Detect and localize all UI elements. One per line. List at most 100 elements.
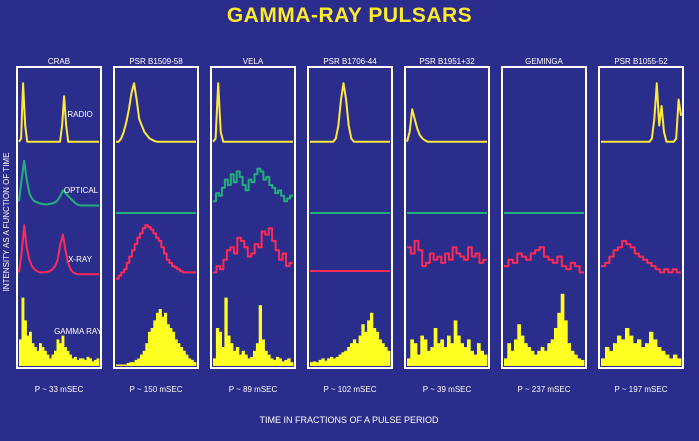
gamma-bar-psr-b1706-44 xyxy=(315,362,319,366)
gamma-bar-psr-b1509-58 xyxy=(185,354,189,366)
gamma-bar-psr-b1509-58 xyxy=(158,309,162,366)
gamma-bar-psr-b1509-58 xyxy=(174,339,178,366)
gamma-bar-crab xyxy=(84,359,87,366)
period-label-psr-b1951-32: P ~ 39 mSEC xyxy=(423,385,472,394)
gamma-bar-psr-b1951-32 xyxy=(457,335,461,366)
gamma-bar-psr-b1055-52 xyxy=(641,347,646,366)
radio-profile-psr-b1055-52 xyxy=(601,82,682,143)
gamma-bar-psr-b1509-58 xyxy=(116,364,120,366)
gamma-bar-vela xyxy=(215,328,220,366)
gamma-bar-vela xyxy=(238,354,242,366)
gamma-bar-psr-b1509-58 xyxy=(145,343,149,366)
pulsar-name-geminga: GEMINGA xyxy=(525,57,563,66)
gamma-bar-psr-b1055-52 xyxy=(649,331,654,366)
optical-profile-crab xyxy=(18,159,99,207)
gamma-bar-psr-b1509-58 xyxy=(169,328,173,366)
pulsar-name-psr-b1706-44: PSR B1706-44 xyxy=(323,57,377,66)
gamma-bar-psr-b1509-58 xyxy=(137,358,141,366)
gamma-bar-psr-b1951-32 xyxy=(420,335,424,366)
gamma-bar-vela xyxy=(221,347,225,366)
gamma-bar-psr-b1509-58 xyxy=(121,364,125,366)
gamma-bar-geminga xyxy=(560,293,565,366)
gamma-bar-psr-b1706-44 xyxy=(384,347,388,366)
gamma-bar-psr-b1706-44 xyxy=(372,328,377,366)
gamma-bar-crab xyxy=(61,335,65,366)
gamma-bar-psr-b1951-32 xyxy=(480,350,484,366)
gamma-bar-psr-b1509-58 xyxy=(124,364,128,366)
gamma-bar-psr-b1055-52 xyxy=(617,335,622,366)
gamma-bar-crab xyxy=(29,331,32,366)
gamma-bar-psr-b1055-52 xyxy=(601,358,606,366)
gamma-bar-psr-b1055-52 xyxy=(653,339,658,366)
gamma-bar-geminga xyxy=(540,347,545,366)
gamma-bar-psr-b1706-44 xyxy=(321,358,325,366)
gamma-bar-psr-b1055-52 xyxy=(613,343,618,366)
gamma-bar-crab xyxy=(34,347,37,366)
panel-geminga xyxy=(501,66,587,369)
gamma-bar-psr-b1509-58 xyxy=(126,363,130,366)
panel-vela xyxy=(210,66,296,369)
gamma-bar-vela xyxy=(241,350,245,366)
radio-profile-vela xyxy=(212,82,293,143)
gamma-bar-geminga xyxy=(510,350,515,366)
gamma-bar-psr-b1055-52 xyxy=(669,358,674,366)
gamma-bar-crab xyxy=(44,350,47,366)
gamma-bar-psr-b1951-32 xyxy=(440,339,444,366)
radio-profile-psr-b1951-32 xyxy=(406,108,487,143)
gamma-bar-crab xyxy=(19,339,22,366)
gamma-bar-psr-b1509-58 xyxy=(150,328,154,366)
panel-psr-b1055-52 xyxy=(598,66,684,369)
gamma-bar-psr-b1509-58 xyxy=(156,312,160,366)
gamma-bar-psr-b1951-32 xyxy=(407,358,411,366)
gamma-bar-psr-b1706-44 xyxy=(330,356,334,366)
gamma-bar-geminga xyxy=(557,312,561,366)
gamma-bar-psr-b1951-32 xyxy=(450,343,454,366)
panel-psr-b1509-58 xyxy=(113,66,199,369)
gamma-bar-psr-b1509-58 xyxy=(161,316,165,366)
gamma-bar-vela xyxy=(273,359,277,366)
row-label-radio: RADIO xyxy=(67,110,92,119)
gamma-bar-psr-b1951-32 xyxy=(463,347,468,366)
gamma-bar-psr-b1055-52 xyxy=(677,358,682,366)
gamma-bar-vela xyxy=(284,359,288,366)
gamma-bar-psr-b1509-58 xyxy=(134,359,138,366)
gamma-bar-crab xyxy=(69,354,72,366)
gamma-bar-crab xyxy=(54,350,57,366)
gamma-bar-psr-b1951-32 xyxy=(477,343,481,366)
gamma-bar-psr-b1055-52 xyxy=(673,354,678,366)
gamma-bar-psr-b1951-32 xyxy=(410,339,414,366)
gamma-bar-crab xyxy=(64,347,67,366)
panel-crab xyxy=(16,66,102,369)
row-label-gamma: GAMMA RAY xyxy=(54,327,103,336)
gamma-bar-geminga xyxy=(577,358,581,366)
gamma-bar-psr-b1706-44 xyxy=(381,343,385,366)
gamma-bar-crab xyxy=(86,356,90,366)
radio-profile-psr-b1509-58 xyxy=(116,82,196,143)
gamma-bar-geminga xyxy=(580,359,585,366)
gamma-bar-crab xyxy=(51,354,55,366)
gamma-bar-psr-b1509-58 xyxy=(177,343,181,366)
gamma-bar-psr-b1509-58 xyxy=(193,362,197,366)
gamma-bar-psr-b1509-58 xyxy=(140,354,144,366)
gamma-bar-psr-b1055-52 xyxy=(637,339,642,366)
xray-profile-psr-b1951-32 xyxy=(407,239,487,268)
gamma-bar-vela xyxy=(281,361,285,366)
xray-profile-crab xyxy=(18,224,99,276)
gamma-bar-psr-b1055-52 xyxy=(665,354,670,366)
gamma-bar-vela xyxy=(247,358,251,366)
gamma-bar-vela xyxy=(235,347,240,366)
gamma-bar-psr-b1509-58 xyxy=(180,347,184,366)
panel-psr-b1706-44 xyxy=(307,66,393,369)
gamma-bar-psr-b1706-44 xyxy=(347,347,351,366)
gamma-bar-vela xyxy=(290,362,294,366)
gamma-bar-psr-b1951-32 xyxy=(453,320,458,366)
gamma-bar-psr-b1509-58 xyxy=(188,358,192,366)
gamma-bar-crab xyxy=(36,350,40,366)
gamma-bar-geminga xyxy=(554,328,558,366)
gamma-bar-psr-b1706-44 xyxy=(341,352,345,366)
gamma-bar-psr-b1706-44 xyxy=(312,361,317,366)
radio-profile-crab xyxy=(18,82,99,143)
gamma-bar-vela xyxy=(264,350,268,366)
gamma-bar-psr-b1509-58 xyxy=(190,359,194,366)
